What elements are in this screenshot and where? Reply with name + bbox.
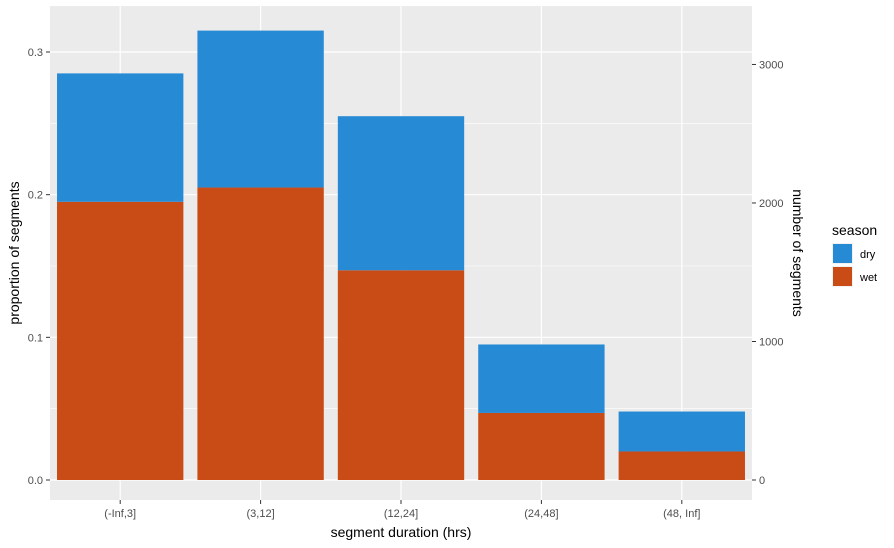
bar-dry-0: [57, 73, 184, 202]
x-tick-label: (3,12]: [247, 508, 275, 520]
y-axis-title: proportion of segments: [6, 181, 22, 324]
legend-title: season: [832, 222, 877, 238]
y-axis-left: 0.0 0.1 0.2 0.3: [28, 47, 50, 487]
y2-axis-title: number of segments: [790, 189, 806, 317]
legend-swatch-dry: [833, 244, 852, 263]
legend-label-wet: wet: [859, 272, 877, 284]
bar-wet-3: [478, 412, 605, 480]
x-tick-label: (24,48]: [524, 508, 558, 520]
legend: season dry wet: [832, 222, 877, 287]
y2-tick-label: 0: [759, 475, 765, 487]
y-tick-label: 0.3: [28, 47, 43, 59]
x-tick-label: (48, Inf]: [663, 508, 700, 520]
y2-tick-label: 1000: [759, 336, 783, 348]
bar-dry-2: [337, 116, 465, 271]
x-axis: (-Inf,3] (3,12] (12,24] (24,48] (48, Inf]: [104, 500, 700, 520]
y2-tick-label: 2000: [759, 198, 783, 210]
bar-wet-2: [337, 270, 465, 480]
legend-label-dry: dry: [860, 249, 876, 261]
bar-wet-1: [197, 187, 324, 481]
bars: [57, 30, 745, 481]
y-tick-label: 0.2: [28, 190, 43, 202]
y2-tick-label: 3000: [759, 59, 783, 71]
x-tick-label: (12,24]: [384, 508, 418, 520]
bar-wet-0: [57, 201, 184, 481]
y-tick-label: 0.0: [28, 475, 43, 487]
bar-wet-4: [618, 451, 745, 480]
bar-dry-3: [478, 344, 605, 413]
y-tick-label: 0.1: [28, 332, 43, 344]
legend-swatch-wet: [833, 267, 852, 286]
bar-dry-1: [197, 30, 324, 188]
x-axis-title: segment duration (hrs): [331, 524, 472, 540]
y-axis-right: 0 1000 2000 3000: [752, 59, 783, 487]
bar-dry-4: [618, 411, 745, 452]
x-tick-label: (-Inf,3]: [104, 508, 136, 520]
